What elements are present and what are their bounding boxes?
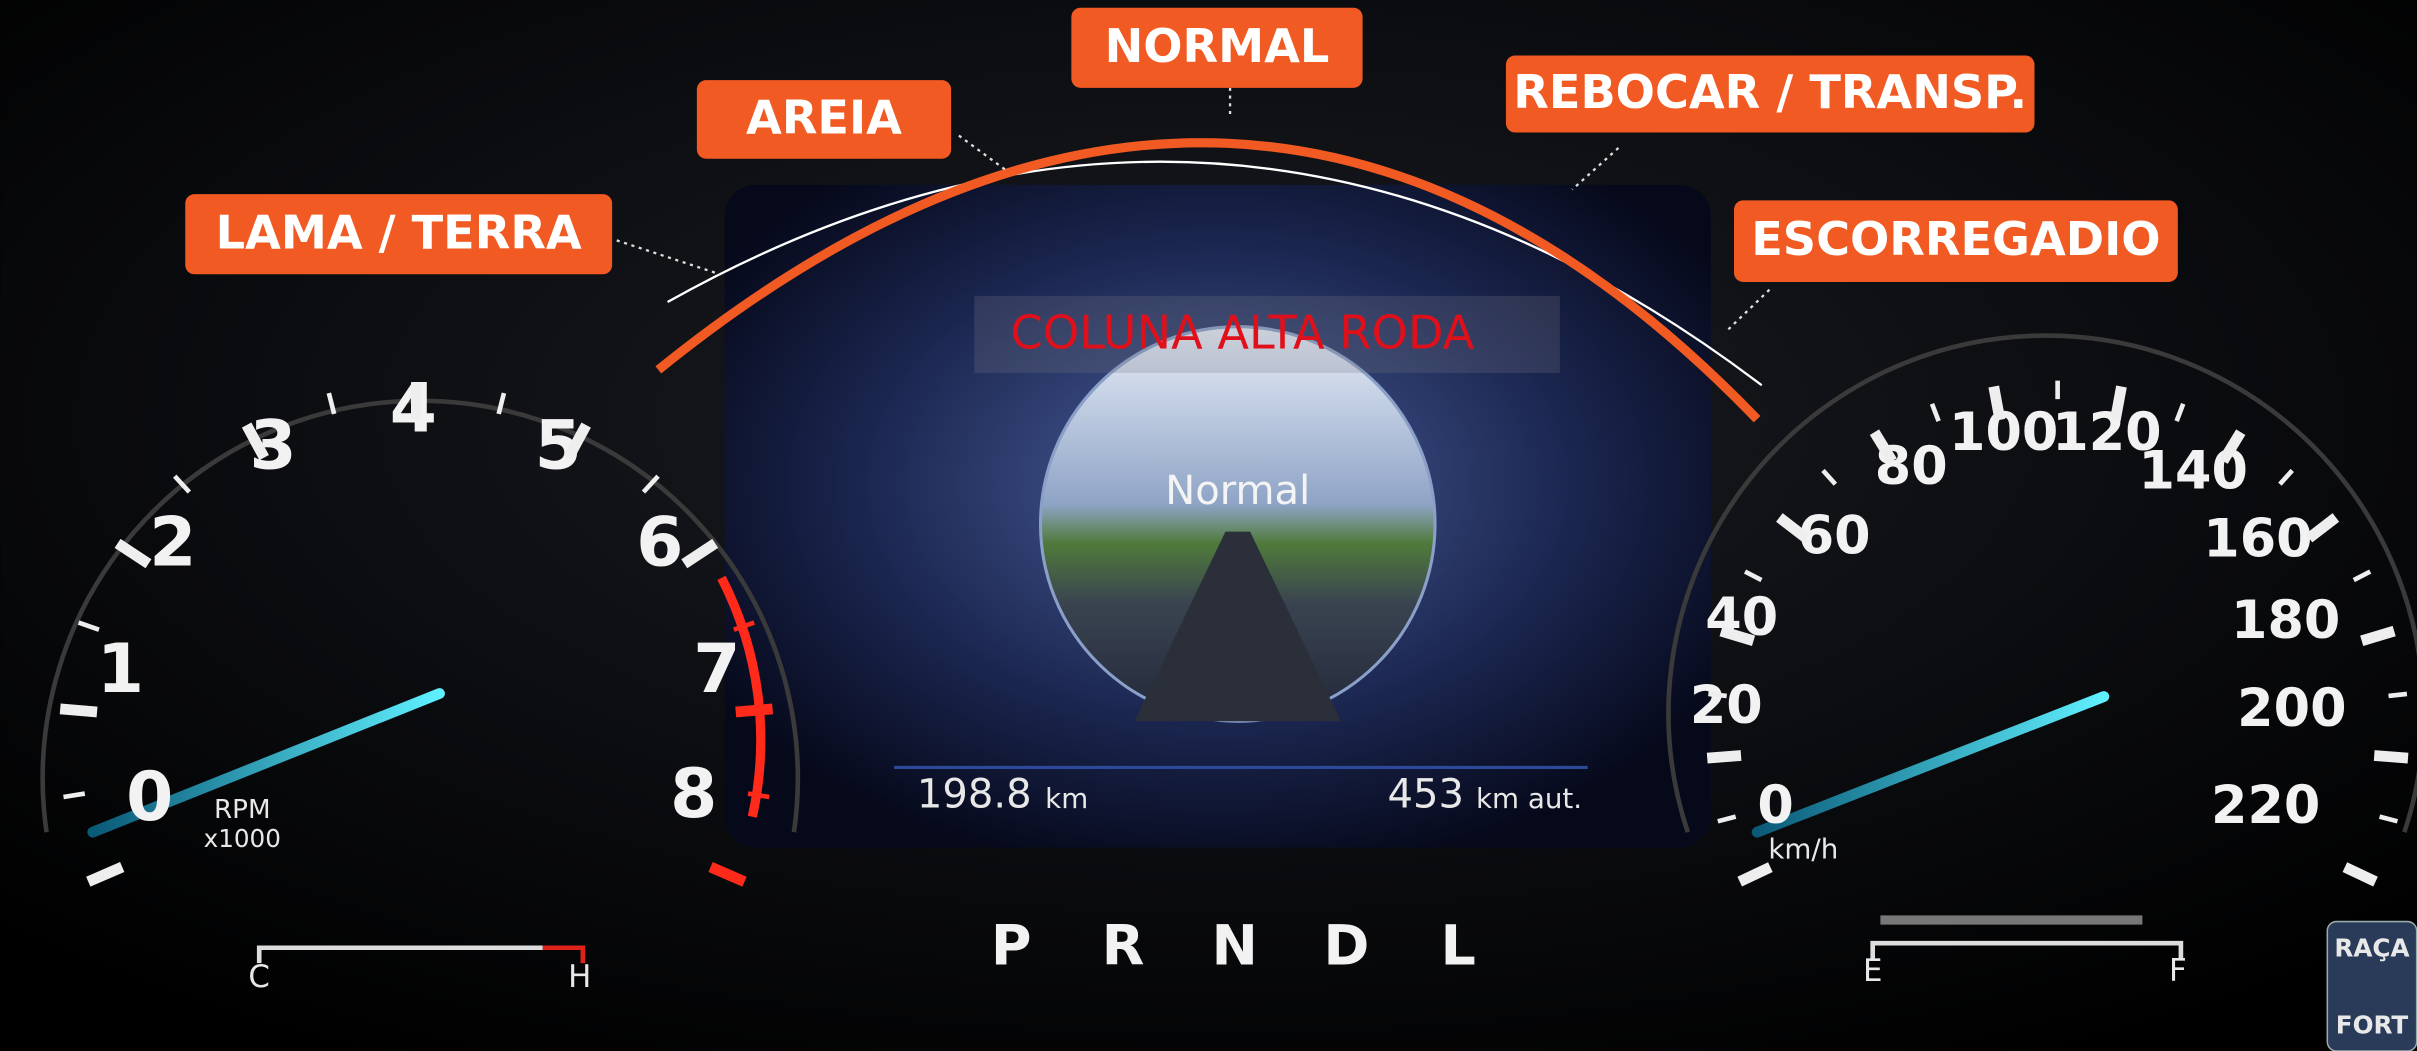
speed-label: 0 bbox=[1757, 775, 1793, 836]
gear: L bbox=[1440, 914, 1475, 978]
gear: N bbox=[1211, 914, 1257, 978]
speed-tick bbox=[2278, 468, 2294, 486]
speed-tick bbox=[1708, 691, 1727, 699]
speed-label: 200 bbox=[2237, 678, 2346, 739]
mode-arc bbox=[655, 138, 1761, 423]
speed-unit: km/h bbox=[1768, 833, 1838, 866]
speed-label: 20 bbox=[1690, 675, 1763, 736]
temp-bar bbox=[256, 945, 543, 964]
tach-multiplier: x1000 bbox=[204, 824, 281, 853]
speed-tick bbox=[1706, 750, 1742, 764]
mode-label-box bbox=[696, 80, 952, 159]
speed-ring bbox=[1666, 333, 2417, 833]
speed-tick bbox=[1737, 862, 1773, 887]
speed-label: 180 bbox=[2231, 590, 2340, 651]
mode-label: AREIA bbox=[746, 90, 902, 144]
tach-label: 7 bbox=[693, 629, 740, 708]
tach-tick bbox=[708, 862, 747, 887]
tach-label: 0 bbox=[126, 757, 173, 836]
tach-tick bbox=[77, 620, 100, 632]
tach-label: 1 bbox=[97, 629, 144, 708]
temp-high: H bbox=[568, 959, 591, 995]
range-unit: km aut. bbox=[1476, 782, 1582, 815]
mode-label: LAMA / TERRA bbox=[216, 205, 582, 259]
speed-tick bbox=[1719, 625, 1756, 646]
tach-tick bbox=[173, 474, 192, 494]
tach-tick bbox=[681, 538, 719, 569]
temp-hot bbox=[542, 945, 586, 964]
speed-tick bbox=[2174, 403, 2186, 422]
tach-tick bbox=[114, 538, 152, 569]
speed-tick bbox=[2360, 625, 2396, 646]
mode-name: Normal bbox=[1165, 468, 1310, 514]
speed-needle bbox=[1751, 691, 2110, 838]
fuel-full: F bbox=[2169, 953, 2187, 989]
speed-tick bbox=[1929, 403, 1941, 422]
tach-tick bbox=[326, 392, 337, 415]
speed-tick bbox=[1821, 468, 1838, 486]
mode-label: REBOCAR / TRANSP. bbox=[1513, 65, 2027, 119]
speed-tick bbox=[2352, 569, 2372, 583]
speed-tick bbox=[1717, 814, 1737, 824]
trip-value: 198.8 bbox=[917, 772, 1032, 818]
tach-needle bbox=[87, 688, 445, 838]
leaders bbox=[616, 87, 1771, 333]
overlay-box bbox=[974, 295, 1560, 373]
speed-tick bbox=[1988, 385, 2006, 421]
logo-bottom: FORT bbox=[2336, 1010, 2409, 1039]
mode-label-box bbox=[1734, 200, 2178, 283]
range-value: 453 bbox=[1388, 772, 1464, 818]
mode-label-box bbox=[1505, 55, 2035, 133]
tach-unit: RPM bbox=[214, 795, 271, 825]
tach-tick bbox=[241, 422, 269, 461]
tach-tick bbox=[563, 422, 591, 461]
trip-unit: km bbox=[1045, 782, 1088, 815]
speed-tick bbox=[1743, 569, 1763, 583]
speed-tick bbox=[2305, 513, 2340, 543]
mode-label: ESCORREGADIO bbox=[1751, 212, 2160, 266]
redline bbox=[717, 575, 766, 818]
tach-label: 8 bbox=[670, 754, 717, 833]
speed-tick bbox=[2342, 862, 2378, 887]
speed-tick bbox=[1776, 513, 1810, 543]
tach-tick bbox=[747, 791, 770, 800]
mode-label-box bbox=[1071, 7, 1363, 88]
speed-tick bbox=[2373, 750, 2409, 764]
tach-tick bbox=[86, 862, 125, 887]
gear: D bbox=[1323, 914, 1369, 978]
speed-tick bbox=[2218, 429, 2246, 464]
tach-tick bbox=[641, 474, 660, 494]
tach-tick bbox=[735, 703, 774, 718]
speed-tick bbox=[1869, 429, 1897, 464]
gear: R bbox=[1102, 914, 1145, 978]
mode-label: NORMAL bbox=[1105, 19, 1330, 73]
tach-tick bbox=[63, 791, 86, 800]
logo-top: RAÇA bbox=[2334, 933, 2409, 962]
speed-label: 220 bbox=[2211, 775, 2320, 836]
tach-label: 6 bbox=[636, 503, 683, 582]
speed-tick bbox=[2110, 385, 2127, 421]
fuel-bar bbox=[1870, 940, 2184, 959]
fuel-level bbox=[1880, 915, 2143, 925]
tach-tick bbox=[59, 703, 98, 718]
overlay-text: COLUNA ALTA RODA bbox=[1011, 305, 1475, 359]
speed-tick bbox=[2388, 691, 2408, 699]
road bbox=[1134, 531, 1342, 722]
tach-tick bbox=[496, 392, 507, 415]
fuel-empty: E bbox=[1863, 953, 1882, 989]
tach-tick bbox=[733, 620, 755, 632]
gear: P bbox=[991, 914, 1032, 978]
speed-label: 160 bbox=[2203, 508, 2312, 569]
speed-tick bbox=[2378, 814, 2399, 824]
tach-label: 2 bbox=[149, 503, 196, 582]
speed-label: 120 bbox=[2052, 402, 2161, 463]
speed-label: 60 bbox=[1798, 505, 1871, 566]
mode-label-box bbox=[185, 194, 613, 275]
temp-low: C bbox=[248, 959, 270, 995]
